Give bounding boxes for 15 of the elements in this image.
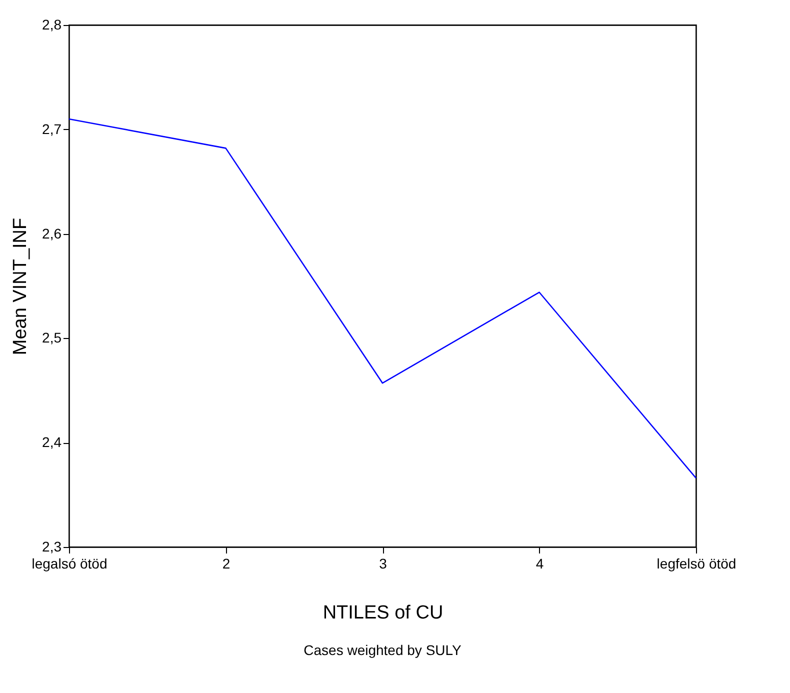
y-tick-label: 2,5 xyxy=(42,330,62,346)
y-axis-title: Mean VINT_INF xyxy=(10,218,32,356)
y-tick-label: 2,7 xyxy=(42,120,62,137)
x-tick-label: 2 xyxy=(222,556,230,572)
line-series xyxy=(68,118,697,479)
text: Cases weighted by SULY xyxy=(304,642,462,658)
x-axis-title: NTILES of CU xyxy=(322,602,444,624)
y-tick-label: 2,4 xyxy=(42,434,62,450)
y-tick-label: 2,8 xyxy=(42,16,62,32)
x-tick-label: legalsó ötöd xyxy=(32,556,108,572)
x-tick-label: 4 xyxy=(536,556,544,572)
x-tick-label: legfelsö ötöd xyxy=(656,556,736,572)
y-tick-label: 2,6 xyxy=(42,225,62,242)
x-tick-label: 3 xyxy=(379,556,388,572)
y-tick-label: 2,3 xyxy=(42,538,62,554)
